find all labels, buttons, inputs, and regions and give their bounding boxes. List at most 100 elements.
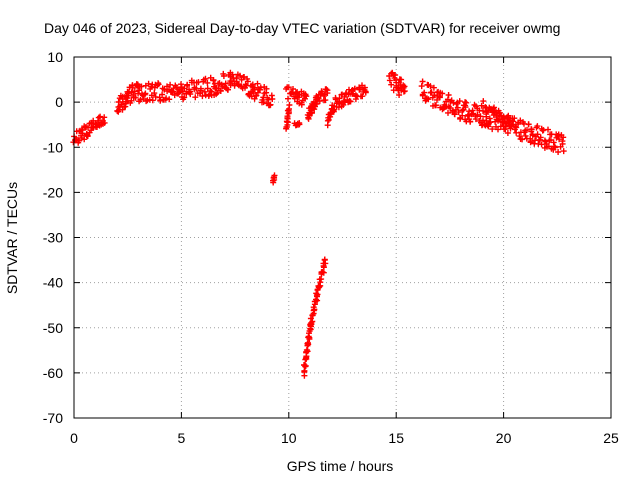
data-point: [314, 291, 321, 298]
data-point: [456, 98, 463, 105]
y-tick-label: -20: [43, 184, 63, 200]
data-point: [251, 84, 258, 91]
data-point: [427, 83, 434, 90]
data-point: [352, 92, 359, 99]
data-point: [421, 89, 428, 96]
data-point: [95, 114, 102, 121]
x-tick-label: 20: [496, 430, 512, 446]
data-point: [184, 82, 190, 89]
data-point: [296, 92, 303, 99]
data-point: [234, 81, 241, 88]
data-point: [269, 96, 276, 102]
data-point: [534, 131, 541, 138]
data-point: [490, 105, 497, 112]
data-point: [304, 339, 311, 346]
data-point: [131, 88, 138, 95]
data-point: [302, 91, 309, 98]
data-point: [149, 97, 156, 104]
data-point: [271, 172, 278, 179]
x-tick-label: 5: [178, 430, 186, 446]
data-point: [504, 130, 511, 136]
data-point: [519, 136, 526, 143]
data-point: [192, 94, 199, 101]
data-point: [217, 87, 224, 94]
data-point: [534, 123, 541, 130]
data-point: [201, 88, 208, 95]
data-point: [398, 76, 405, 83]
data-point: [322, 97, 329, 104]
data-point: [545, 126, 551, 133]
data-point: [208, 88, 215, 95]
data-point: [419, 78, 426, 85]
data-point: [187, 91, 194, 98]
data-point: [347, 98, 354, 105]
data-point: [467, 118, 474, 125]
data-point: [155, 81, 162, 88]
data-point: [555, 149, 562, 155]
data-point: [306, 336, 313, 343]
data-point: [430, 84, 437, 91]
data-point: [263, 85, 270, 92]
data-point: [285, 84, 292, 91]
data-point: [101, 114, 108, 121]
x-tick-label: 15: [388, 430, 404, 446]
data-point: [204, 79, 211, 86]
x-tick-label: 0: [70, 430, 78, 446]
data-point: [560, 148, 567, 155]
data-point: [309, 318, 316, 325]
data-point: [330, 108, 337, 115]
data-point: [141, 91, 148, 98]
data-point: [240, 74, 247, 81]
data-point: [252, 92, 259, 99]
data-point: [502, 120, 509, 127]
x-axis-title: GPS time / hours: [287, 458, 394, 474]
data-point: [305, 114, 312, 121]
data-point: [559, 140, 566, 147]
x-tick-label: 25: [603, 430, 619, 446]
data-point: [318, 88, 325, 95]
data-point: [313, 101, 320, 107]
data-point: [560, 134, 567, 141]
data-point: [286, 102, 293, 108]
data-point: [166, 96, 173, 103]
data-point: [455, 109, 462, 116]
axis-ticks: [73, 56, 612, 419]
data-point: [163, 95, 170, 102]
data-point: [167, 81, 174, 88]
data-point: [254, 80, 261, 87]
data-point: [516, 133, 523, 140]
data-point: [472, 116, 479, 123]
data-point: [491, 104, 497, 111]
data-point: [151, 90, 158, 97]
data-point: [309, 110, 315, 116]
data-point: [101, 119, 108, 126]
data-point: [478, 102, 485, 109]
data-point: [220, 73, 227, 79]
data-point: [179, 88, 186, 95]
data-point: [463, 99, 470, 106]
data-point: [298, 101, 305, 108]
data-point: [362, 89, 369, 96]
data-point: [199, 93, 206, 100]
data-point: [75, 137, 81, 143]
data-point: [137, 96, 144, 103]
y-tick-label: -50: [43, 320, 63, 336]
data-point: [537, 134, 544, 141]
data-point: [323, 86, 330, 93]
data-point: [244, 78, 251, 85]
data-point: [489, 126, 496, 133]
x-tick-labels: 0 5 10 15 20 25: [70, 430, 619, 446]
data-point: [202, 75, 209, 82]
y-tick-label: -30: [43, 230, 63, 246]
data-point: [451, 110, 458, 117]
data-point: [445, 109, 451, 116]
data-point: [301, 367, 308, 374]
data-point: [513, 124, 520, 131]
data-point: [224, 86, 231, 93]
y-tick-labels: 10 0 -10 -20 -30 -40 -50 -60 -70: [43, 49, 63, 426]
data-point: [317, 279, 324, 286]
data-point: [401, 83, 408, 90]
data-point: [181, 94, 188, 101]
data-point: [302, 362, 309, 369]
data-point: [432, 102, 439, 109]
